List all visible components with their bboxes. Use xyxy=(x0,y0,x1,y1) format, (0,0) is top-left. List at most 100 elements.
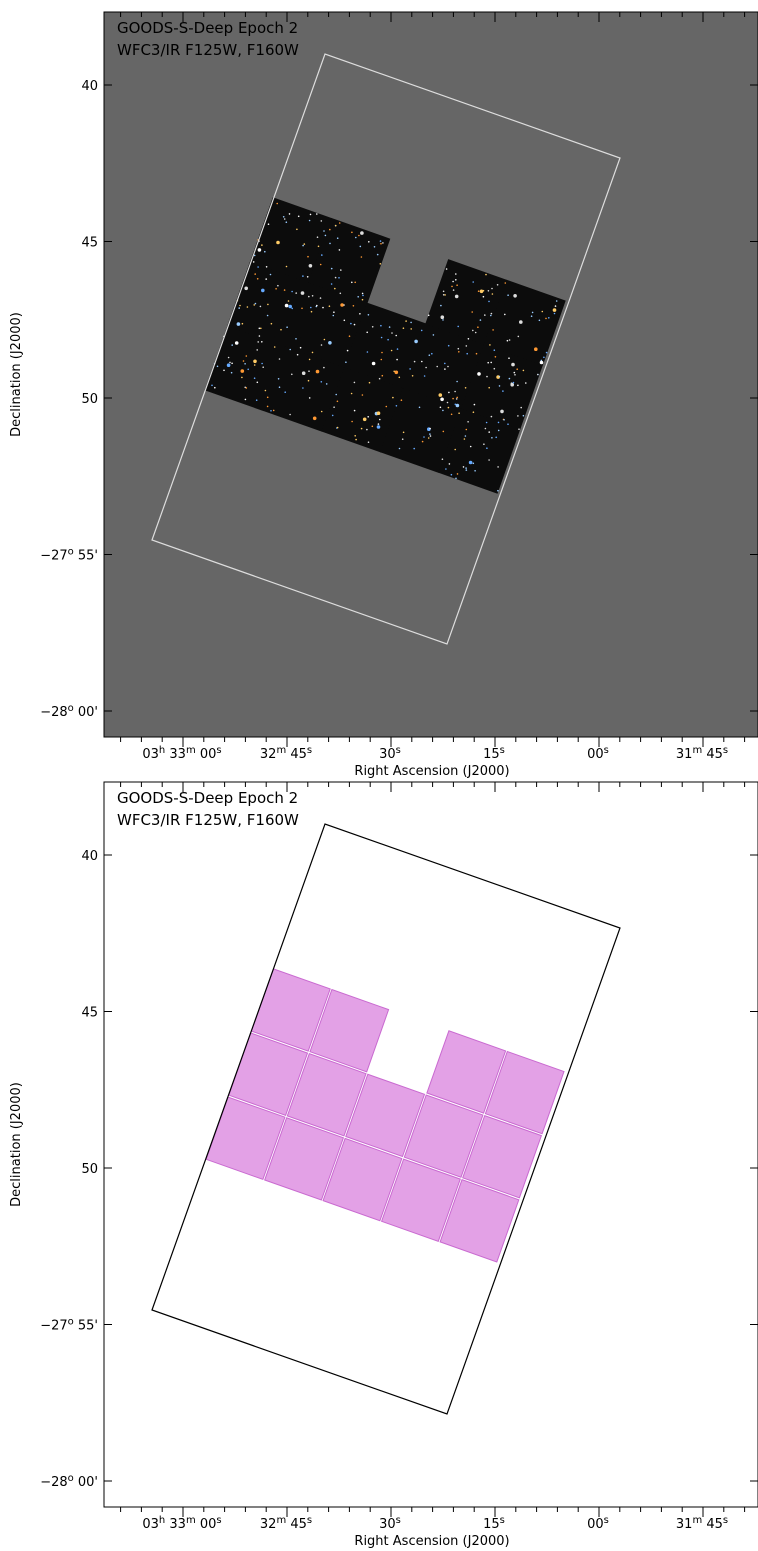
star xyxy=(351,420,353,423)
star xyxy=(402,431,405,434)
star xyxy=(295,338,297,340)
star xyxy=(464,387,467,389)
star xyxy=(463,438,466,440)
star xyxy=(368,381,371,384)
star xyxy=(340,303,344,307)
star xyxy=(299,346,302,349)
star xyxy=(555,300,558,302)
star xyxy=(255,399,258,402)
star xyxy=(270,410,272,412)
label-part: 45 xyxy=(81,236,98,251)
star xyxy=(283,218,286,220)
star xyxy=(352,305,355,307)
star xyxy=(458,412,460,415)
star xyxy=(487,361,490,364)
star xyxy=(328,305,331,308)
star xyxy=(371,361,376,366)
star xyxy=(312,416,317,421)
tick-label: 32m 45s xyxy=(260,745,312,763)
star xyxy=(285,221,288,223)
star xyxy=(360,427,363,430)
star xyxy=(451,285,453,288)
star xyxy=(266,405,269,408)
star xyxy=(440,304,442,307)
star xyxy=(361,292,364,295)
star xyxy=(429,435,432,437)
star xyxy=(456,473,459,475)
tile xyxy=(380,387,462,473)
star xyxy=(421,440,424,443)
star xyxy=(498,375,501,378)
y-axis-label: Declination (J2000) xyxy=(9,312,24,437)
tick-label: 03h 33m 00s xyxy=(142,1515,221,1533)
star xyxy=(265,266,268,268)
star xyxy=(343,304,345,306)
star xyxy=(379,418,381,421)
star xyxy=(496,284,499,286)
tick-label: 32m 45s xyxy=(260,1515,312,1533)
tick-label: −28o 00' xyxy=(40,703,98,721)
star xyxy=(253,364,256,366)
star xyxy=(231,362,233,365)
star xyxy=(425,366,427,369)
panel-title: GOODS-S-Deep Epoch 2 xyxy=(117,19,298,37)
label-part: −28 xyxy=(40,1475,67,1490)
label-part: 45 xyxy=(286,1517,307,1532)
star xyxy=(442,290,445,293)
label-part: m xyxy=(692,1515,702,1526)
star xyxy=(413,447,416,450)
star xyxy=(395,334,398,337)
star xyxy=(223,369,225,372)
star xyxy=(482,295,485,298)
star xyxy=(320,410,323,413)
star xyxy=(457,347,460,350)
star xyxy=(267,223,270,225)
star xyxy=(354,435,357,437)
star xyxy=(410,328,413,330)
star xyxy=(260,327,262,330)
star xyxy=(258,335,261,337)
tick-label: 45 xyxy=(81,236,98,251)
label-part: s xyxy=(216,1515,221,1526)
star xyxy=(454,448,457,451)
tile xyxy=(204,325,287,412)
star xyxy=(266,314,269,317)
tile xyxy=(380,1158,461,1242)
star xyxy=(376,411,381,416)
star xyxy=(512,381,515,384)
star xyxy=(497,466,499,468)
star xyxy=(465,467,467,469)
star xyxy=(545,351,548,354)
label-part: 33 xyxy=(165,1517,186,1532)
star xyxy=(427,314,430,317)
star xyxy=(465,469,468,471)
star xyxy=(548,317,550,319)
label-part: 31 xyxy=(676,1517,693,1532)
star xyxy=(371,425,374,428)
star xyxy=(477,290,480,293)
star xyxy=(373,246,376,248)
star xyxy=(442,319,444,321)
star xyxy=(256,381,259,384)
star xyxy=(240,369,245,373)
star xyxy=(329,228,331,231)
star xyxy=(491,437,493,439)
star xyxy=(354,281,357,284)
star xyxy=(275,288,277,290)
star xyxy=(517,384,519,387)
star xyxy=(323,366,325,369)
star xyxy=(428,354,431,357)
label-part: 30 xyxy=(379,747,396,762)
mosaic xyxy=(205,968,565,1263)
star xyxy=(355,438,357,441)
star xyxy=(295,292,298,294)
star xyxy=(308,358,311,361)
star xyxy=(211,384,213,387)
label-part: 00 xyxy=(196,1517,217,1532)
star xyxy=(303,243,306,245)
star xyxy=(522,414,525,417)
star xyxy=(423,375,426,377)
star xyxy=(421,360,423,363)
star xyxy=(262,366,265,369)
star xyxy=(497,429,500,432)
